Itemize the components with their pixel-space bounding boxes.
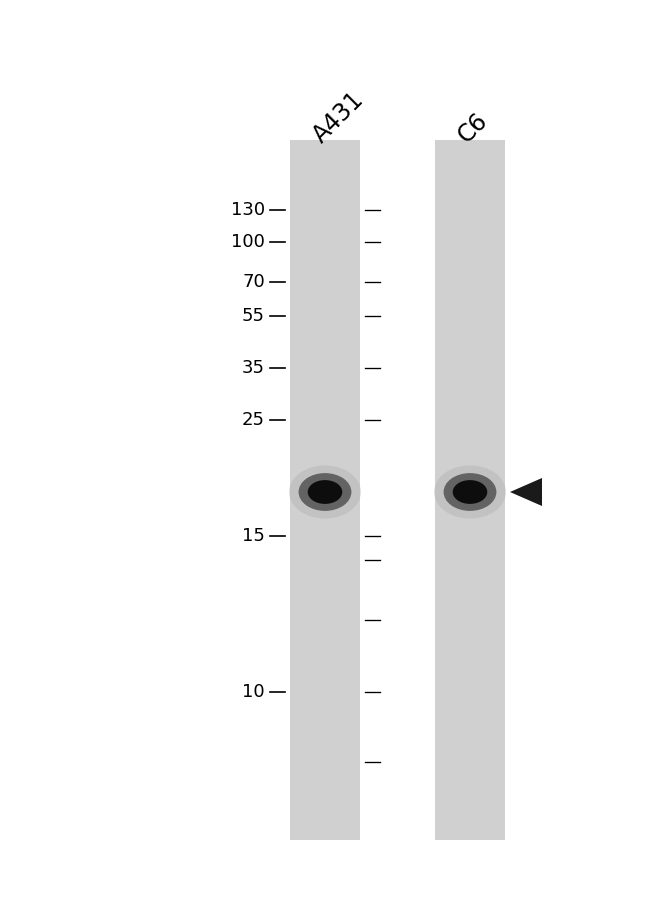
Ellipse shape: [298, 473, 352, 511]
Text: 70: 70: [242, 273, 265, 291]
Text: 130: 130: [231, 201, 265, 219]
Text: 35: 35: [242, 359, 265, 377]
Ellipse shape: [307, 480, 343, 504]
Text: 25: 25: [242, 411, 265, 429]
Text: 100: 100: [231, 233, 265, 251]
Text: 10: 10: [242, 683, 265, 701]
Ellipse shape: [452, 480, 488, 504]
Text: 15: 15: [242, 527, 265, 545]
Bar: [435, 140, 505, 840]
Ellipse shape: [289, 465, 361, 519]
Polygon shape: [510, 478, 542, 506]
Ellipse shape: [434, 465, 506, 519]
Text: C6: C6: [453, 109, 492, 148]
Bar: [290, 140, 360, 840]
Text: 55: 55: [242, 307, 265, 325]
Text: A431: A431: [308, 87, 368, 148]
Ellipse shape: [443, 473, 497, 511]
